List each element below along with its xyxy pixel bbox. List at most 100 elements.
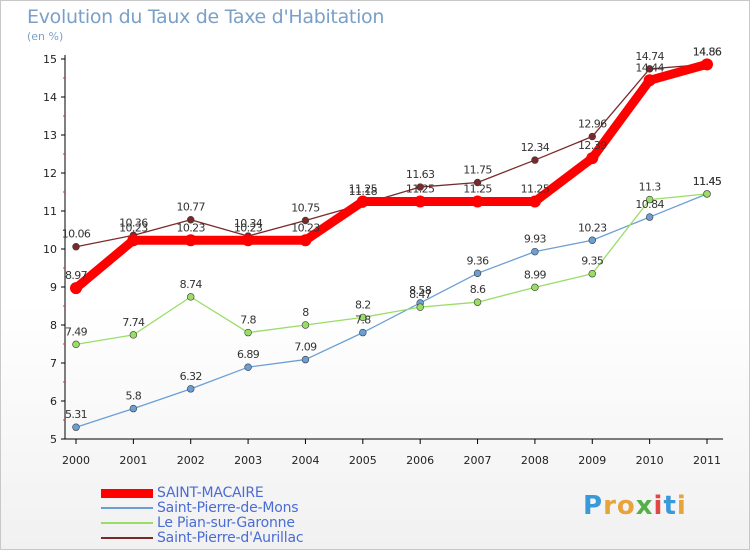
data-point bbox=[244, 363, 252, 371]
x-tick-label: 2011 bbox=[693, 454, 721, 467]
data-label: 7.09 bbox=[294, 341, 317, 354]
y-tick-label: 14 bbox=[43, 91, 57, 104]
legend-label: SAINT-MACAIRE bbox=[157, 485, 264, 501]
chart-title: Evolution du Taux de Taxe d'Habitation bbox=[27, 6, 385, 28]
x-tick-label: 2010 bbox=[636, 454, 664, 467]
y-tick-label: 6 bbox=[50, 395, 57, 408]
data-label: 7.8 bbox=[240, 314, 256, 327]
data-point bbox=[416, 183, 424, 191]
x-tick-label: 2005 bbox=[349, 454, 377, 467]
data-point bbox=[531, 247, 539, 256]
x-tick-label: 2009 bbox=[578, 454, 606, 467]
y-tick-label: 12 bbox=[43, 167, 57, 180]
x-tick-label: 2001 bbox=[119, 454, 147, 467]
y-tick-label: 7 bbox=[50, 357, 57, 370]
data-label: 6.89 bbox=[237, 348, 260, 361]
data-label: 11.25 bbox=[463, 183, 492, 196]
y-tick-label: 13 bbox=[43, 129, 57, 142]
data-label: 14.44 bbox=[635, 61, 664, 74]
legend-label: Saint-Pierre-d'Aurillac bbox=[157, 530, 304, 546]
data-label: 10.75 bbox=[291, 202, 320, 215]
data-label: 11.18 bbox=[349, 185, 378, 198]
data-point bbox=[473, 269, 482, 278]
data-label: 11.45 bbox=[693, 175, 722, 188]
legend-item: Le Pian-sur-Garonne bbox=[101, 515, 295, 531]
data-label: 11.25 bbox=[406, 183, 435, 196]
x-tick-label: 2002 bbox=[177, 454, 205, 467]
data-point bbox=[588, 236, 596, 244]
data-point bbox=[528, 195, 541, 208]
legend-item: SAINT-MACAIRE bbox=[101, 485, 264, 501]
data-point bbox=[356, 195, 369, 208]
y-tick-label: 10 bbox=[43, 243, 57, 256]
y-tick-label: 5 bbox=[50, 433, 57, 446]
data-point bbox=[301, 216, 310, 225]
legend-swatch bbox=[101, 488, 153, 498]
legend-swatch bbox=[101, 537, 153, 539]
data-point bbox=[645, 195, 654, 204]
legend-label: Saint-Pierre-de-Mons bbox=[157, 500, 299, 516]
logo-letter: P bbox=[583, 491, 604, 521]
logo-letter: o bbox=[616, 491, 636, 521]
data-point bbox=[187, 293, 195, 301]
data-point bbox=[72, 243, 80, 251]
data-point bbox=[244, 328, 252, 337]
data-label: 6.32 bbox=[180, 370, 202, 383]
data-label: 7.74 bbox=[122, 316, 145, 329]
x-tick-label: 2004 bbox=[291, 454, 319, 467]
x-tick-label: 2000 bbox=[62, 454, 90, 467]
data-point bbox=[645, 213, 654, 221]
legend-item: Saint-Pierre-d'Aurillac bbox=[101, 530, 304, 546]
data-label: 11.45 bbox=[693, 175, 722, 188]
data-label: 5.8 bbox=[126, 390, 142, 403]
data-label: 12.39 bbox=[578, 139, 607, 152]
logo-letter: i bbox=[653, 491, 664, 521]
series-line bbox=[75, 193, 708, 346]
data-point bbox=[416, 303, 424, 311]
data-label: 11.25 bbox=[521, 183, 550, 196]
data-point bbox=[531, 283, 539, 292]
data-label: 10.06 bbox=[62, 228, 91, 241]
series-line bbox=[71, 59, 712, 293]
data-point bbox=[359, 328, 367, 337]
data-label: 11.75 bbox=[463, 164, 492, 177]
data-point bbox=[72, 340, 80, 349]
data-label: 8.99 bbox=[524, 268, 547, 281]
data-point bbox=[187, 385, 195, 393]
data-label: 10.23 bbox=[291, 221, 320, 234]
data-label: 8.58 bbox=[409, 284, 432, 297]
data-label: 10.77 bbox=[176, 201, 205, 214]
data-label: 14.86 bbox=[693, 45, 722, 58]
data-label: 9.36 bbox=[466, 254, 489, 267]
data-point bbox=[645, 65, 654, 73]
data-label: 14.74 bbox=[635, 50, 664, 63]
data-label: 7.49 bbox=[65, 325, 88, 338]
logo-letter: x bbox=[635, 491, 654, 521]
proxiti-logo: Proxiti bbox=[583, 491, 687, 521]
data-point bbox=[184, 234, 197, 247]
data-label: 10.34 bbox=[234, 217, 263, 230]
data-point bbox=[242, 234, 255, 247]
data-label: 11.25 bbox=[349, 183, 378, 196]
y-tick-label: 8 bbox=[50, 319, 57, 332]
data-point bbox=[70, 282, 82, 295]
data-point bbox=[586, 152, 599, 165]
data-label: 12.96 bbox=[578, 118, 607, 131]
data-point bbox=[473, 298, 482, 306]
data-point bbox=[187, 216, 195, 224]
data-label: 8 bbox=[302, 306, 309, 319]
data-point bbox=[471, 195, 484, 208]
logo-letter: i bbox=[676, 491, 687, 521]
data-label: 11.63 bbox=[406, 168, 435, 181]
data-point bbox=[701, 58, 713, 71]
data-label: 11.3 bbox=[639, 181, 662, 194]
data-label: 8.2 bbox=[355, 298, 371, 311]
data-point bbox=[359, 313, 367, 322]
series-line bbox=[75, 63, 708, 248]
data-label: 10.36 bbox=[119, 216, 148, 229]
y-tick-label: 11 bbox=[43, 205, 57, 218]
x-tick-label: 2008 bbox=[521, 454, 549, 467]
data-label: 7.8 bbox=[355, 314, 371, 327]
data-label: 8.47 bbox=[409, 288, 432, 301]
